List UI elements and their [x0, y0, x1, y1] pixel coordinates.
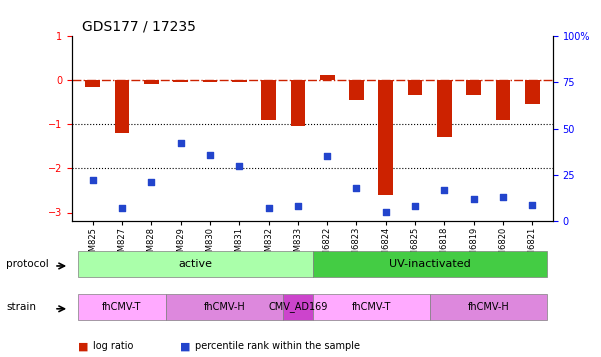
Text: protocol: protocol	[6, 259, 49, 269]
Point	[469, 196, 478, 202]
Bar	[85, 80, 100, 86]
Bar	[466, 80, 481, 95]
Bar	[496, 80, 510, 120]
Point	[175, 141, 185, 146]
Point	[264, 206, 273, 211]
Point	[205, 152, 215, 157]
Bar	[290, 80, 305, 126]
Text: percentile rank within the sample: percentile rank within the sample	[195, 341, 361, 351]
Bar	[144, 80, 159, 84]
Point	[381, 209, 391, 215]
Point	[498, 194, 508, 200]
Bar	[349, 80, 364, 100]
Text: fhCMV-T: fhCMV-T	[102, 302, 142, 312]
Text: fhCMV-T: fhCMV-T	[352, 302, 391, 312]
Point	[410, 203, 420, 209]
FancyBboxPatch shape	[78, 251, 313, 277]
FancyBboxPatch shape	[430, 294, 547, 320]
Bar	[115, 80, 129, 133]
Text: GDS177 / 17235: GDS177 / 17235	[82, 19, 195, 33]
Point	[440, 187, 450, 193]
Text: ■: ■	[78, 341, 88, 351]
Bar	[437, 80, 452, 137]
Bar	[173, 80, 188, 82]
Point	[352, 185, 361, 191]
Point	[528, 202, 537, 207]
Bar	[408, 80, 423, 95]
Point	[117, 206, 127, 211]
Point	[88, 178, 97, 183]
FancyBboxPatch shape	[313, 294, 430, 320]
Point	[322, 154, 332, 159]
FancyBboxPatch shape	[283, 294, 313, 320]
Bar	[232, 80, 246, 82]
Text: fhCMV-H: fhCMV-H	[204, 302, 245, 312]
Text: UV-inactivated: UV-inactivated	[389, 259, 471, 269]
Text: CMV_AD169: CMV_AD169	[268, 302, 328, 312]
FancyBboxPatch shape	[78, 294, 166, 320]
Point	[234, 163, 244, 169]
FancyBboxPatch shape	[313, 251, 547, 277]
Bar	[203, 80, 217, 82]
Bar	[525, 80, 540, 104]
Text: fhCMV-H: fhCMV-H	[468, 302, 509, 312]
Bar	[261, 80, 276, 120]
Bar	[379, 80, 393, 195]
Text: active: active	[178, 259, 212, 269]
Point	[147, 180, 156, 185]
FancyBboxPatch shape	[166, 294, 283, 320]
Text: strain: strain	[6, 302, 36, 312]
Point	[293, 203, 303, 209]
Bar	[320, 75, 335, 80]
Text: ■: ■	[180, 341, 191, 351]
Text: log ratio: log ratio	[93, 341, 133, 351]
